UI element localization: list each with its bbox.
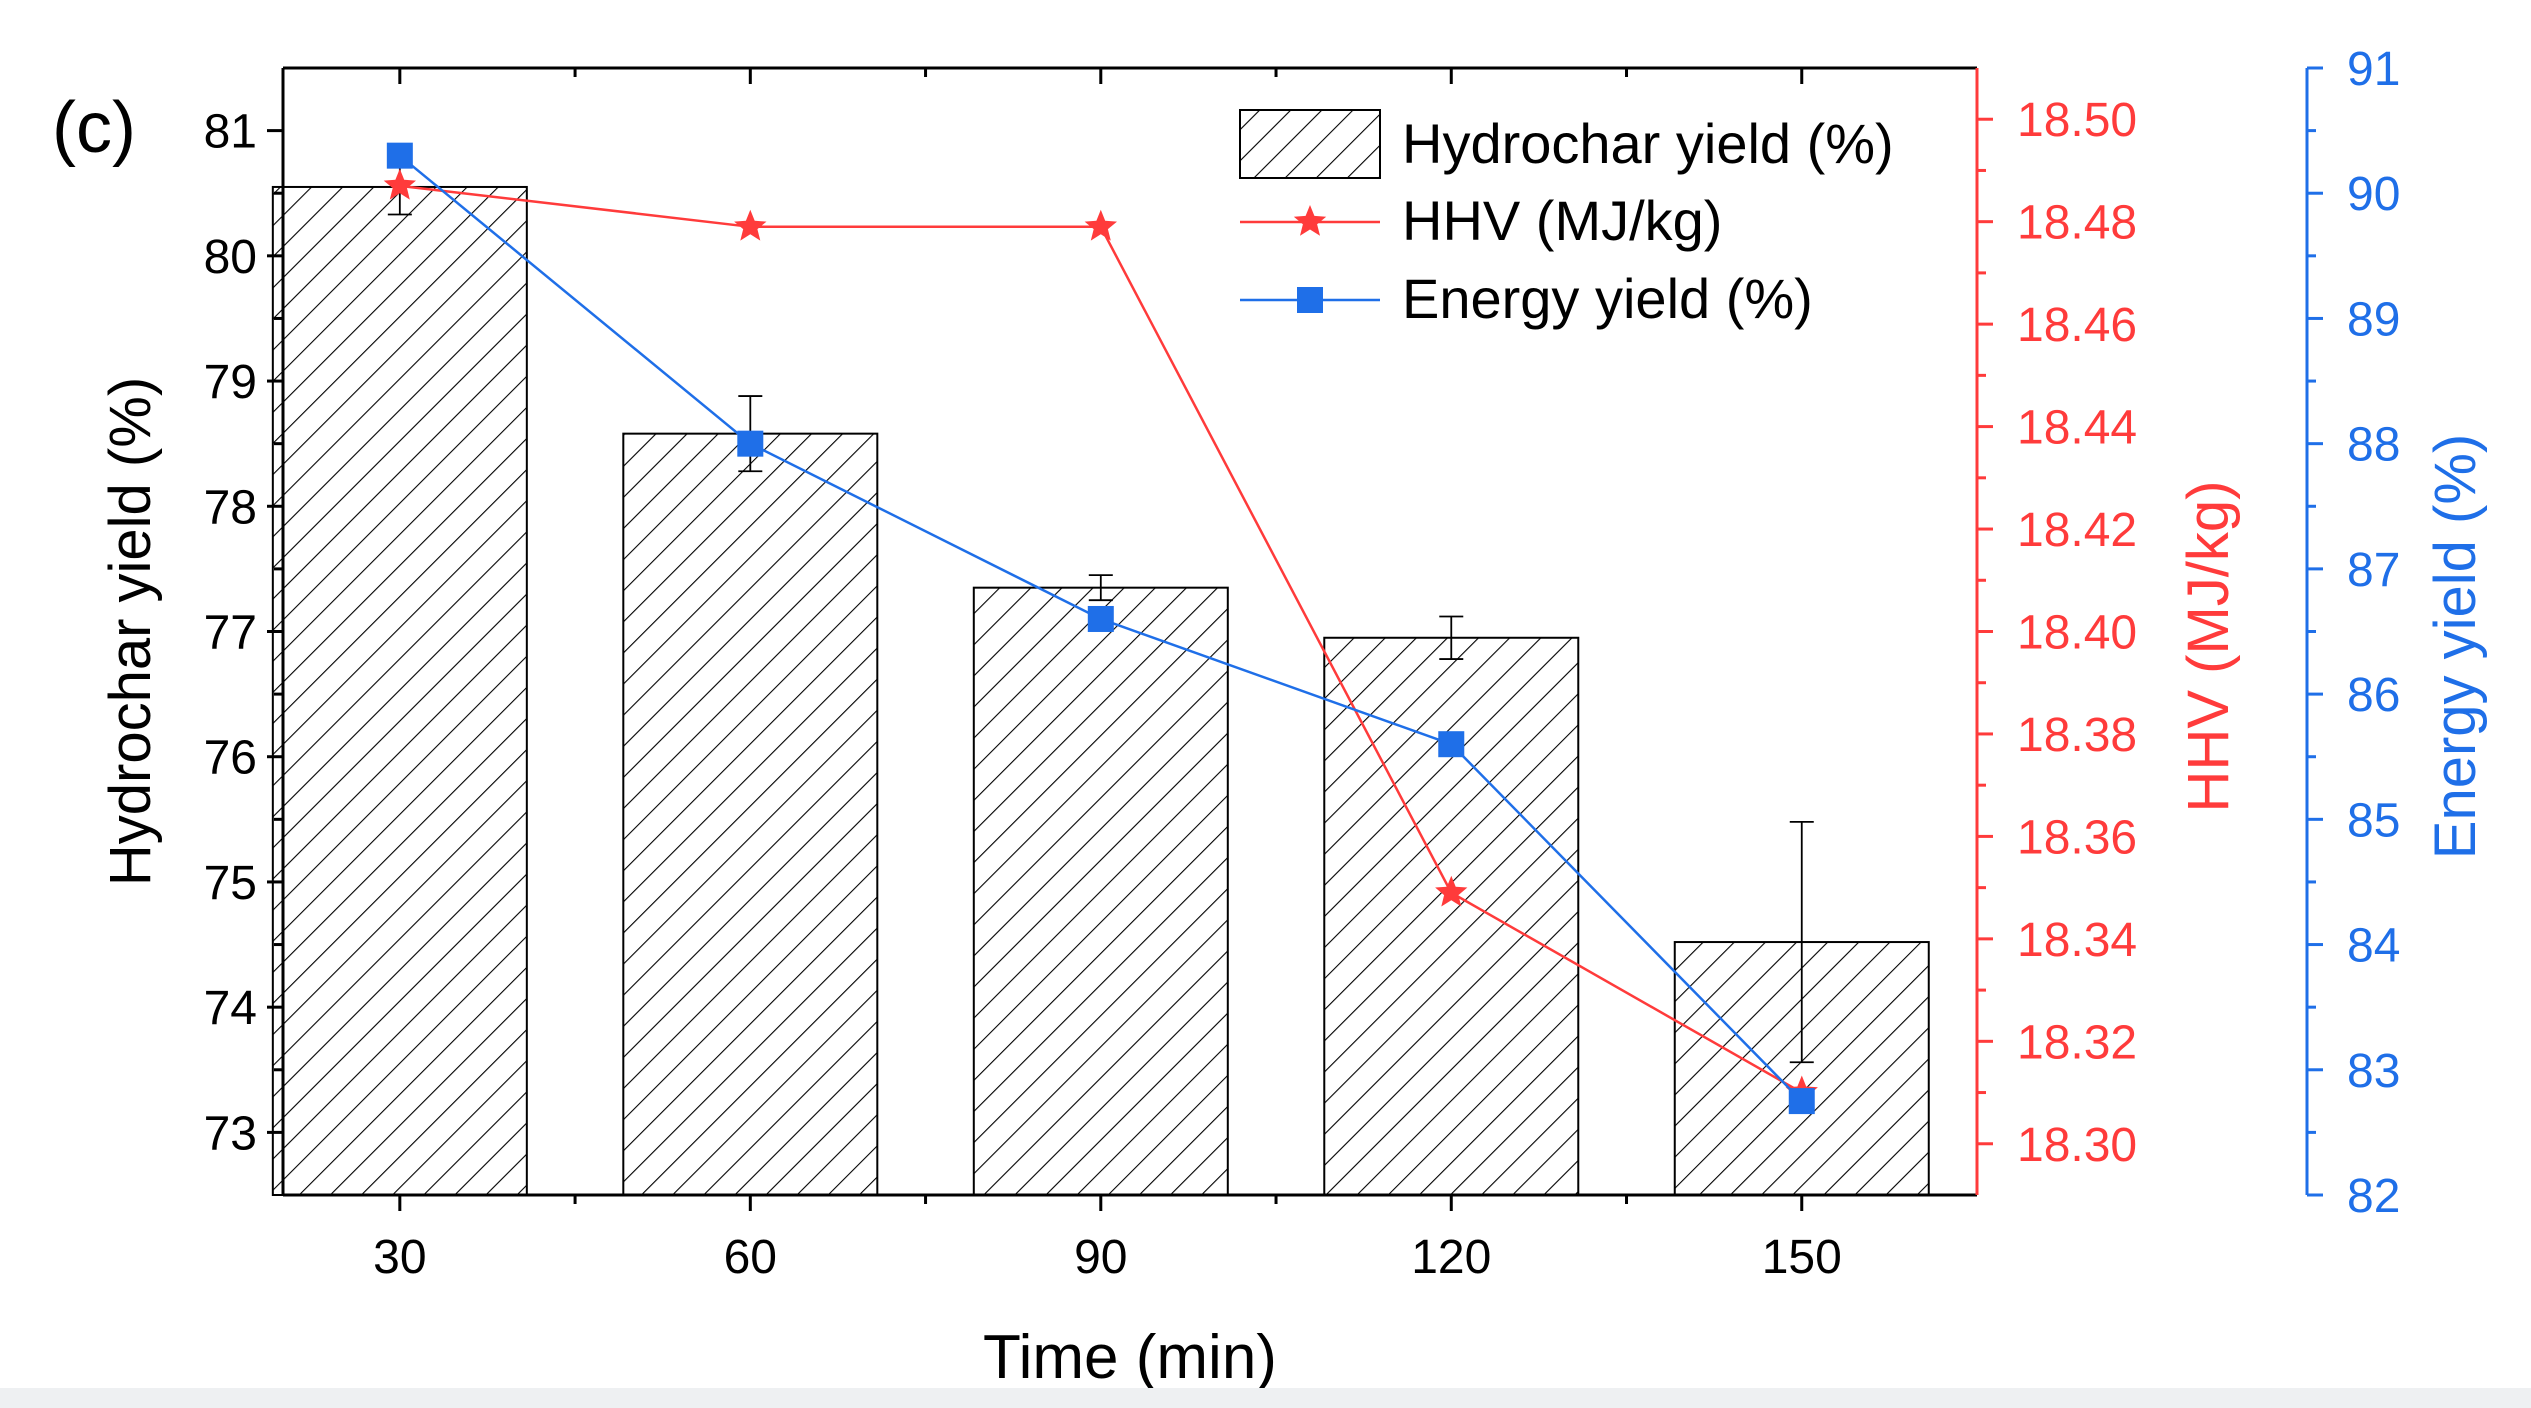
energy-axis-tick-label: 85 — [2347, 794, 2400, 847]
energy-point-90 — [1087, 605, 1114, 632]
energy-axis-tick-label: 82 — [2347, 1170, 2400, 1223]
energy-axis-tick-label: 91 — [2347, 43, 2400, 96]
hhv-axis-tick-label: 18.38 — [2017, 709, 2137, 762]
error-bar-150 — [1789, 820, 1814, 1064]
energy-point-150 — [1788, 1088, 1815, 1115]
left-axis-tick-label: 79 — [204, 356, 257, 409]
energy-point-60 — [737, 430, 764, 457]
legend-label-hhv: HHV (MJ/kg) — [1402, 189, 1722, 252]
error-bar-120 — [1439, 615, 1464, 660]
x-axis-title: Time (min) — [983, 1323, 1277, 1392]
energy-axis-tick-label: 89 — [2347, 293, 2400, 346]
energy-point-120 — [1438, 731, 1465, 758]
hhv-axis-tick-label: 18.42 — [2017, 504, 2137, 557]
bar-hydrochar-90 — [972, 586, 1229, 1196]
hhv-axis-title: HHV (MJ/kg) — [2176, 481, 2241, 813]
hhv-point-90 — [1084, 209, 1117, 241]
energy-axis-tick-label: 84 — [2347, 920, 2400, 973]
hhv-axis-tick-label: 18.30 — [2017, 1119, 2137, 1172]
hhv-axis-tick-label: 18.46 — [2017, 299, 2137, 352]
panel-label: (c) — [52, 88, 136, 168]
x-axis-tick-label: 60 — [724, 1231, 777, 1284]
legend-label-energy: Energy yield (%) — [1402, 267, 1813, 330]
legend-marker-hhv — [1293, 205, 1327, 236]
hhv-axis-tick-label: 18.44 — [2017, 402, 2137, 455]
hhv-axis-tick-label: 18.34 — [2017, 914, 2137, 967]
bar-hydrochar-60 — [622, 432, 879, 1197]
legend-marker-energy — [1297, 287, 1323, 313]
hhv-axis-tick-label: 18.32 — [2017, 1016, 2137, 1069]
left-axis-tick-label: 80 — [204, 231, 257, 284]
legend-swatch-hydrochar — [1239, 109, 1381, 179]
left-axis-tick-label: 81 — [204, 106, 257, 159]
left-axis-title: Hydrochar yield (%) — [98, 377, 163, 886]
legend-label-hydrochar: Hydrochar yield (%) — [1402, 112, 1894, 175]
x-axis-tick-label: 30 — [373, 1231, 426, 1284]
hhv-axis-tick-label: 18.40 — [2017, 607, 2137, 660]
hhv-point-60 — [734, 209, 767, 241]
hhv-axis-tick-label: 18.50 — [2017, 94, 2137, 147]
hhv-axis-tick-label: 18.48 — [2017, 197, 2137, 250]
energy-axis-tick-label: 90 — [2347, 168, 2400, 221]
energy-point-30 — [386, 142, 413, 169]
left-axis-tick-label: 75 — [204, 857, 257, 910]
hhv-point-30 — [383, 168, 416, 200]
x-axis-tick-label: 90 — [1074, 1231, 1127, 1284]
left-axis-tick-label: 73 — [204, 1107, 257, 1160]
left-axis-tick-label: 74 — [204, 982, 257, 1035]
x-axis-tick-label: 120 — [1411, 1231, 1491, 1284]
left-axis-tick-label: 77 — [204, 607, 257, 660]
left-axis-tick-label: 78 — [204, 481, 257, 534]
hhv-point-120 — [1435, 875, 1468, 907]
left-axis-tick-label: 76 — [204, 732, 257, 785]
error-bar-90 — [1088, 574, 1113, 602]
x-axis-tick-label: 150 — [1762, 1231, 1842, 1284]
energy-axis-tick-label: 86 — [2347, 669, 2400, 722]
energy-axis-tick-label: 83 — [2347, 1045, 2400, 1098]
bar-hydrochar-30 — [271, 185, 528, 1196]
energy-axis-title: Energy yield (%) — [2423, 434, 2488, 859]
energy-axis-tick-label: 88 — [2347, 419, 2400, 472]
footer-band — [0, 1388, 2531, 1408]
energy-axis-tick-label: 87 — [2347, 544, 2400, 597]
hhv-axis-tick-label: 18.36 — [2017, 811, 2137, 864]
